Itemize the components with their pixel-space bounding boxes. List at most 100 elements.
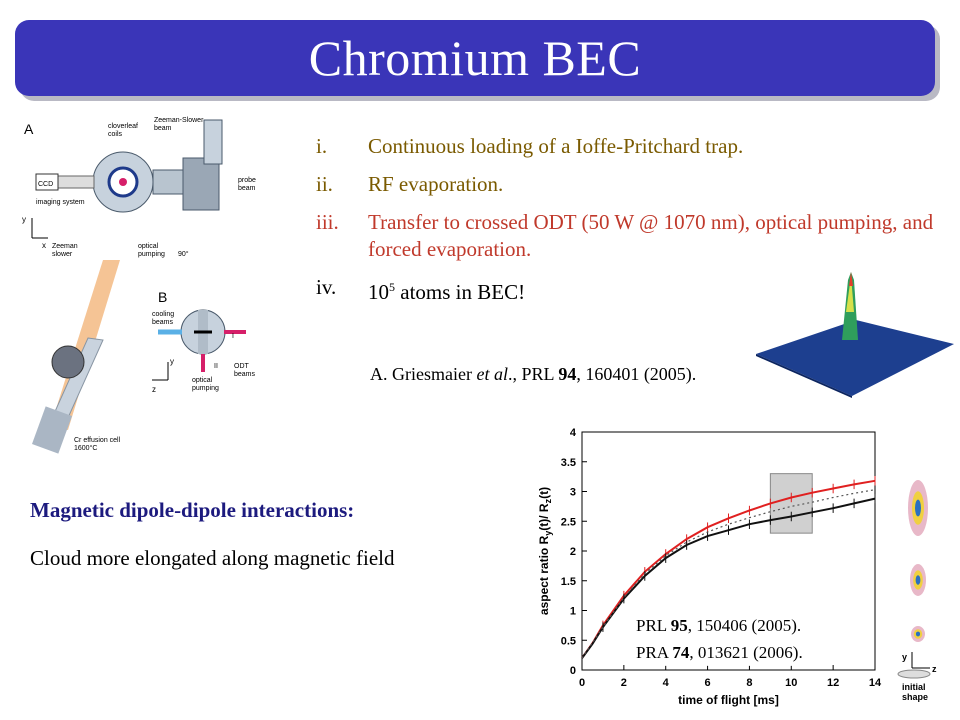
axis-y-a-label: y [22, 215, 26, 224]
ref-volume: 74 [672, 643, 690, 662]
ref-etal: et al [476, 364, 508, 384]
slide-title: Chromium BEC [308, 30, 642, 86]
probe-label-2: beam [238, 185, 256, 192]
y-tick-label: 3 [570, 487, 576, 499]
item-number: iv. [316, 275, 337, 299]
lower-cross-chamber [51, 345, 85, 379]
trap-center [119, 178, 127, 186]
y-tick-label: 0.5 [561, 635, 576, 647]
upper-flange [203, 119, 223, 165]
cooling-label-2: beams [152, 319, 174, 326]
list-item: iv. 105 atoms in BEC! [316, 274, 956, 306]
axis-y-b-label: y [170, 357, 174, 366]
reference-pra: PRA 74, 013621 (2006). [636, 639, 803, 666]
zs-beam-label-1: Zeeman-Slower [154, 117, 204, 124]
axis-z-b-label: z [152, 385, 156, 394]
ccd-box [35, 173, 59, 191]
item-number: iii. [316, 210, 339, 234]
surface-edge [756, 354, 852, 398]
effusion-label-1: Cr effusion cell [74, 437, 121, 444]
y-tick-label: 2 [570, 546, 576, 558]
step-list: i. Continuous loading of a Ioffe-Pritcha… [316, 133, 956, 317]
dipole-heading: Magnetic dipole-dipole interactions: [30, 498, 355, 522]
ref-journal: PRL [636, 616, 671, 635]
aspect-ratio-chart: 0 2 4 6 8 10 12 14 0 0.5 1 1.5 2 2.5 3 3.5 4 time of flig… [537, 427, 937, 707]
zeeman-label-2: slower [52, 251, 73, 258]
op-b-label-2: pumping [192, 385, 219, 392]
imaging-label: imaging system [36, 199, 85, 206]
dipole-description: Cloud more elongated along magnetic fiel… [30, 546, 395, 570]
cloud-core [915, 499, 921, 517]
panel-a-label: A [24, 121, 34, 137]
y-tick-label: 0 [570, 665, 576, 677]
zs-beam-label-2: beam [154, 125, 172, 132]
cloud-core [915, 631, 921, 637]
op-label-2: pumping [138, 251, 165, 258]
axis-x-a-label: x [42, 241, 46, 250]
y-tick-label: 1.5 [561, 576, 576, 588]
roman-i-label: I [232, 333, 234, 340]
side-label: initial [902, 682, 926, 692]
y-tick-label: 3.5 [561, 457, 576, 469]
highlight-box [769, 473, 813, 534]
ref-journal: ., PRL [507, 364, 559, 384]
ref-pages: , 150406 (2005). [687, 616, 802, 635]
zeeman-label-1: Zeeman [52, 243, 78, 250]
item-text: Transfer to crossed ODT (50 W @ 1070 nm)… [368, 210, 934, 261]
side-label: z [932, 664, 937, 674]
imaging-system-arm [53, 175, 95, 189]
surface-base [756, 320, 954, 396]
x-tick-label: 12 [827, 677, 839, 689]
series-line [581, 479, 876, 659]
item-text: Continuous loading of a Ioffe-Pritchard … [368, 134, 744, 158]
x-tick-label: 8 [746, 677, 752, 689]
probe-label-1: probe [238, 177, 256, 184]
cloud-core [915, 575, 921, 585]
effusion-label-2: 1600°C [74, 444, 97, 452]
x-tick-label: 2 [621, 677, 627, 689]
list-item: ii. RF evaporation. [316, 171, 956, 198]
cloverleaf-label: cloverleaf [108, 123, 138, 130]
reference-prl: PRL 95, 150406 (2005). [636, 612, 803, 639]
apparatus-schematic: A CCD imaging system cloverleaf coils Ze… [22, 117, 256, 454]
item-text-rest: atoms in BEC! [395, 280, 526, 304]
op-b-label-1: optical [192, 377, 213, 384]
ref-pages: , 160401 (2005). [576, 364, 697, 384]
angle-label: 90° [178, 250, 189, 258]
ref-journal: PRA [636, 643, 673, 662]
x-tick-label: 0 [579, 677, 585, 689]
reference-griesmaier: A. Griesmaier et al., PRL 94, 160401 (20… [370, 364, 696, 385]
item-text-exponent: 5 [389, 280, 395, 294]
cooling-label-1: cooling [152, 311, 174, 318]
side-label: shape [902, 692, 928, 702]
list-item: i. Continuous loading of a Ioffe-Pritcha… [316, 133, 956, 160]
title-bar: Chromium BEC [15, 20, 935, 96]
references-prl-pra: PRL 95, 150406 (2005). PRA 74, 013621 (2… [636, 612, 803, 666]
roman-ii-label: II [214, 363, 218, 370]
panel-b-label: B [158, 289, 167, 305]
ref-volume: 94 [558, 364, 577, 384]
item-text: 105 atoms in BEC! [368, 274, 956, 306]
x-tick-label: 14 [869, 677, 882, 689]
y-tick-label: 1 [570, 606, 576, 618]
x-tick-label: 4 [663, 677, 670, 689]
op-label-1: optical [138, 243, 159, 250]
y-axis-label: aspect ratio Ry(t)/ Rz(t) [537, 487, 553, 615]
peak-top [849, 272, 853, 286]
ccd-label: CCD [38, 181, 53, 188]
effusion-cell [32, 406, 72, 454]
side-label: y [902, 652, 907, 662]
y-tick-label: 2.5 [561, 516, 576, 528]
item-number: ii. [316, 172, 333, 196]
coils-label: coils [108, 131, 123, 138]
odt-label-1: ODT [234, 363, 250, 370]
ref-authors: A. Griesmaier [370, 364, 477, 384]
peak-mid [846, 276, 854, 312]
odt-label-2: beams [234, 371, 256, 378]
bec-density-plot [756, 272, 954, 398]
x-axis-label: time of flight [ms] [678, 693, 779, 707]
y-tick-label: 4 [570, 427, 577, 439]
initial-shape [897, 669, 931, 679]
ref-volume: 95 [670, 616, 688, 635]
x-tick-label: 6 [705, 677, 711, 689]
